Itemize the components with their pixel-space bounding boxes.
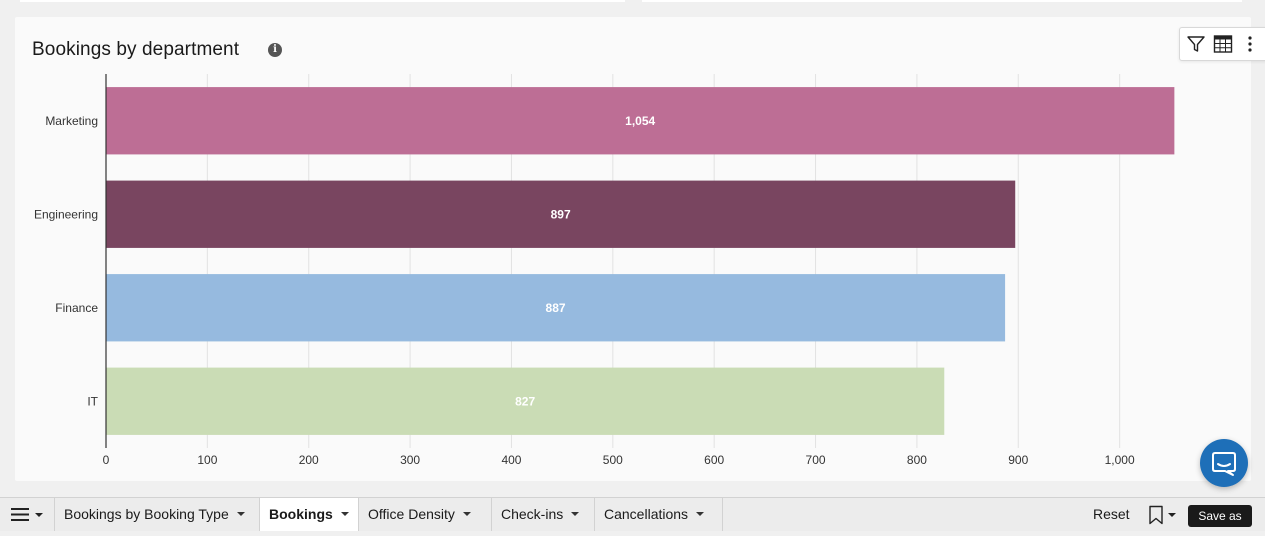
chevron-down-icon[interactable] xyxy=(236,512,245,517)
x-tick-label: 600 xyxy=(704,453,724,467)
reset-button[interactable]: Reset xyxy=(1093,506,1130,522)
y-category-label: IT xyxy=(87,394,98,408)
chevron-down-icon[interactable] xyxy=(696,512,705,517)
y-category-label: Engineering xyxy=(34,207,98,221)
bookmark-button[interactable] xyxy=(1147,505,1179,525)
chat-icon xyxy=(1212,452,1236,476)
data-label: 827 xyxy=(515,394,535,408)
filter-icon[interactable] xyxy=(1186,34,1206,54)
x-tick-label: 400 xyxy=(501,453,521,467)
tab-label: Check-ins xyxy=(501,506,564,522)
data-label: 1,054 xyxy=(625,114,655,128)
x-tick-label: 900 xyxy=(1008,453,1028,467)
info-icon[interactable]: i xyxy=(268,43,282,57)
x-tick-label: 1,000 xyxy=(1105,453,1135,467)
chat-button[interactable] xyxy=(1200,439,1248,487)
y-category-label: Marketing xyxy=(45,114,98,128)
x-tick-label: 700 xyxy=(806,453,826,467)
chart-toolbar xyxy=(1179,27,1265,61)
top-divider-right xyxy=(642,0,1242,2)
tab-bookings[interactable]: Bookings xyxy=(260,498,359,531)
chevron-down-icon[interactable] xyxy=(340,512,349,517)
bar[interactable] xyxy=(106,367,945,435)
data-label: 887 xyxy=(546,301,566,315)
x-tick-label: 800 xyxy=(907,453,927,467)
sheet-menu-button[interactable] xyxy=(0,498,55,531)
chart-card: Bookings by department i 0 xyxy=(15,17,1265,481)
bar[interactable] xyxy=(106,180,1016,248)
bottom-tab-bar: Bookings by Booking Type Bookings Office… xyxy=(0,497,1265,531)
bookmark-icon xyxy=(1149,505,1176,525)
tab-label: Bookings xyxy=(269,506,333,522)
x-tick-label: 100 xyxy=(197,453,217,467)
tab-check-ins[interactable]: Check-ins xyxy=(492,498,595,531)
tab-office-density[interactable]: Office Density xyxy=(359,498,492,531)
top-strip xyxy=(0,0,1265,8)
menu-icon xyxy=(11,508,43,521)
bar[interactable] xyxy=(106,87,1175,155)
tab-label: Cancellations xyxy=(604,506,689,522)
chart-title: Bookings by department xyxy=(32,39,240,60)
chevron-down-icon[interactable] xyxy=(462,512,471,517)
data-label: 897 xyxy=(551,207,571,221)
more-vertical-icon[interactable] xyxy=(1242,34,1258,54)
y-category-label: Finance xyxy=(55,301,98,315)
x-tick-label: 200 xyxy=(299,453,319,467)
tab-cancellations[interactable]: Cancellations xyxy=(595,498,723,531)
tab-label: Bookings by Booking Type xyxy=(64,506,229,522)
x-tick-label: 500 xyxy=(603,453,623,467)
tab-bookings-by-booking-type[interactable]: Bookings by Booking Type xyxy=(55,498,260,531)
bar[interactable] xyxy=(106,274,1006,342)
bar-chart: 0 100 200 300 400 500 600 700 800 900 1,000 1,054 Ma… xyxy=(34,74,1175,467)
table-icon[interactable] xyxy=(1213,34,1233,54)
x-tick-label: 300 xyxy=(400,453,420,467)
tab-label: Office Density xyxy=(368,506,455,522)
top-divider-left xyxy=(20,0,625,2)
chevron-down-icon[interactable] xyxy=(571,512,580,517)
x-tick-label: 0 xyxy=(103,453,110,467)
save-as-button[interactable]: Save as xyxy=(1188,505,1252,527)
